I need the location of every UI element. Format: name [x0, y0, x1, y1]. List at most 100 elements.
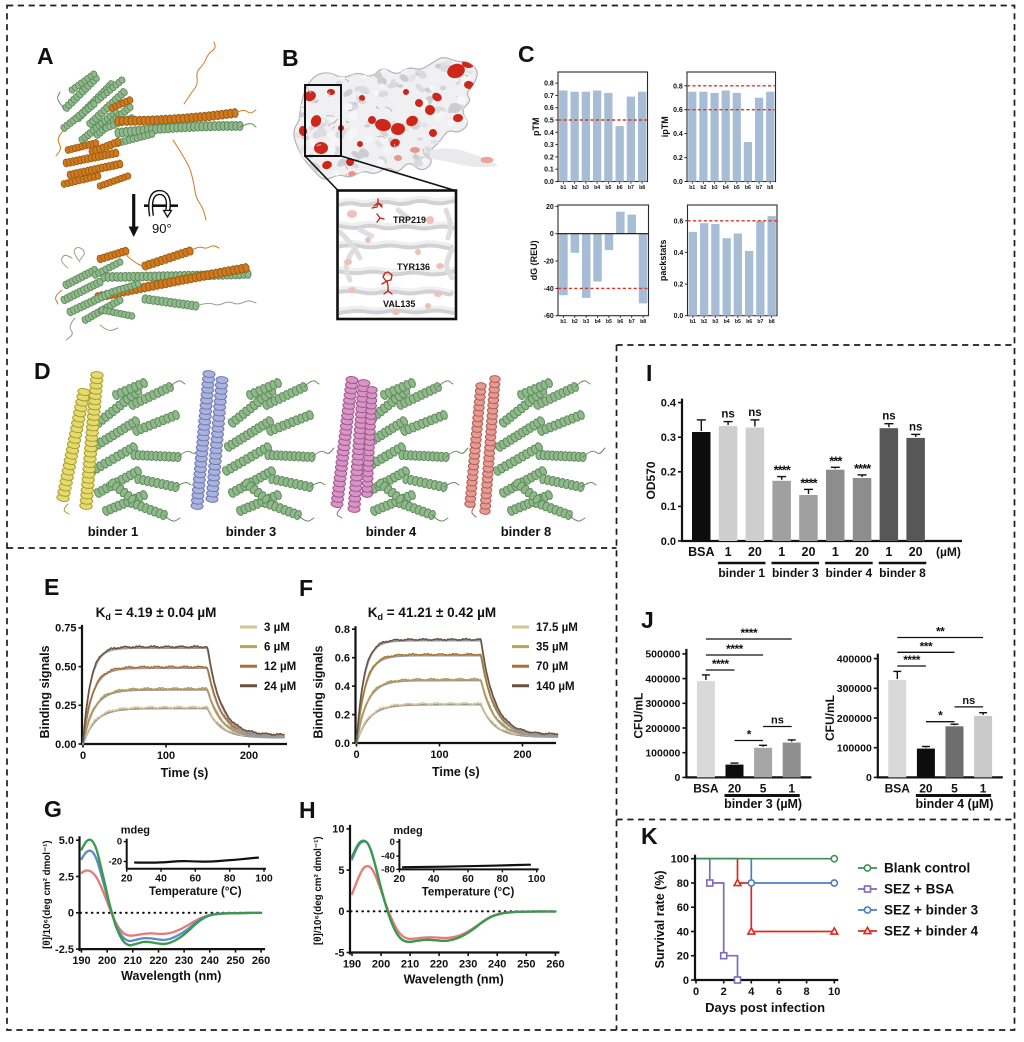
svg-text:40: 40: [677, 926, 689, 938]
svg-text:SEZ + binder 4: SEZ + binder 4: [884, 924, 979, 939]
svg-text:b5: b5: [734, 185, 740, 191]
svg-text:190: 190: [72, 955, 90, 967]
svg-text:pTM: pTM: [531, 118, 541, 137]
svg-text:0: 0: [675, 772, 681, 784]
svg-text:b3: b3: [583, 319, 589, 325]
svg-text:20: 20: [394, 873, 406, 885]
svg-text:5: 5: [338, 865, 344, 877]
svg-text:240: 240: [488, 959, 506, 971]
svg-text:binder 3: binder 3: [772, 566, 819, 580]
svg-text:TYR136: TYR136: [397, 262, 430, 272]
svg-text:0.0: 0.0: [674, 313, 684, 320]
svg-text:0.2: 0.2: [674, 282, 684, 289]
svg-text:-2.5: -2.5: [55, 944, 74, 956]
svg-text:[θ]/10⁶(deg cm² dmol⁻¹): [θ]/10⁶(deg cm² dmol⁻¹): [42, 840, 53, 949]
svg-text:binder 1: binder 1: [88, 524, 139, 539]
svg-text:0.0: 0.0: [335, 738, 350, 750]
svg-text:0: 0: [353, 749, 359, 761]
svg-text:200000: 200000: [837, 713, 872, 725]
svg-text:260: 260: [546, 959, 564, 971]
svg-text:0.0: 0.0: [544, 179, 554, 186]
svg-text:1: 1: [788, 781, 795, 795]
svg-text:Binding signals: Binding signals: [38, 645, 52, 738]
svg-text:2.5: 2.5: [59, 871, 74, 883]
svg-text:0.4: 0.4: [673, 131, 683, 138]
svg-text:35 µM: 35 µM: [536, 642, 568, 654]
svg-text:230: 230: [175, 955, 193, 967]
svg-text:K: K: [641, 823, 658, 849]
svg-text:12 µM: 12 µM: [264, 661, 296, 673]
svg-text:20: 20: [728, 781, 742, 795]
svg-text:0.4: 0.4: [661, 397, 677, 409]
svg-text:240: 240: [201, 955, 219, 967]
svg-text:200: 200: [98, 955, 116, 967]
svg-text:b1: b1: [560, 319, 566, 325]
svg-text:0.3: 0.3: [661, 432, 676, 444]
svg-text:100: 100: [430, 749, 448, 761]
svg-text:0.6: 0.6: [673, 107, 683, 114]
svg-text:0: 0: [80, 750, 86, 762]
svg-text:80: 80: [224, 872, 236, 884]
svg-text:100000: 100000: [837, 743, 872, 755]
svg-text:100000: 100000: [645, 748, 680, 760]
svg-text:20: 20: [919, 781, 933, 795]
svg-text:0.7: 0.7: [544, 93, 554, 100]
svg-text:0.6: 0.6: [544, 105, 554, 112]
svg-text:****: ****: [774, 463, 792, 478]
svg-text:100: 100: [157, 750, 175, 762]
svg-text:0.4: 0.4: [544, 130, 554, 137]
svg-text:****: ****: [903, 653, 921, 667]
svg-text:ns: ns: [882, 411, 895, 423]
svg-text:0: 0: [550, 231, 554, 238]
svg-text:Temperature (°C): Temperature (°C): [149, 886, 242, 898]
svg-text:90°: 90°: [152, 221, 172, 236]
svg-text:SEZ + binder 3: SEZ + binder 3: [884, 903, 979, 918]
svg-text:binder 8: binder 8: [501, 524, 552, 539]
svg-text:*: *: [938, 709, 943, 723]
svg-text:b5: b5: [606, 319, 612, 325]
svg-text:0.75: 0.75: [55, 623, 76, 635]
svg-text:G: G: [44, 796, 62, 822]
svg-text:b7: b7: [629, 319, 635, 325]
svg-text:1: 1: [725, 545, 732, 559]
svg-text:5: 5: [760, 781, 767, 795]
svg-text:B: B: [282, 45, 299, 71]
svg-text:ns: ns: [771, 715, 784, 727]
svg-text:260: 260: [252, 955, 270, 967]
svg-text:0.5: 0.5: [544, 118, 554, 125]
svg-text:4: 4: [748, 986, 755, 998]
svg-text:ns: ns: [962, 695, 975, 707]
svg-text:b2: b2: [700, 185, 706, 191]
svg-text:80: 80: [677, 878, 689, 890]
svg-text:10: 10: [332, 824, 344, 836]
svg-text:0: 0: [390, 837, 395, 848]
svg-text:0.1: 0.1: [544, 167, 554, 174]
svg-text:Time (s): Time (s): [161, 766, 209, 780]
svg-text:ipTM: ipTM: [660, 116, 670, 137]
svg-text:70 µM: 70 µM: [536, 661, 568, 673]
svg-text:20: 20: [748, 545, 762, 559]
svg-text:-60: -60: [544, 313, 554, 320]
svg-text:400000: 400000: [837, 653, 872, 665]
svg-text:400000: 400000: [645, 673, 680, 685]
svg-text:2: 2: [721, 986, 727, 998]
svg-text:0.4: 0.4: [674, 250, 684, 257]
svg-text:BSA: BSA: [885, 781, 911, 795]
svg-text:250: 250: [517, 959, 535, 971]
svg-text:BSA: BSA: [693, 781, 719, 795]
svg-text:1: 1: [980, 781, 987, 795]
svg-text:binder 4: binder 4: [366, 524, 417, 539]
svg-text:b8: b8: [769, 319, 775, 325]
svg-text:OD570: OD570: [644, 461, 658, 499]
svg-text:J: J: [641, 607, 654, 633]
svg-text:0.2: 0.2: [661, 467, 676, 479]
svg-text:17.5 µM: 17.5 µM: [536, 622, 578, 634]
svg-text:D: D: [34, 358, 51, 384]
svg-text:5.0: 5.0: [59, 835, 74, 847]
svg-text:[θ]/10⁶(deg cm² dmol⁻¹): [θ]/10⁶(deg cm² dmol⁻¹): [313, 836, 324, 945]
svg-text:0: 0: [683, 975, 689, 987]
svg-text:b5: b5: [605, 185, 611, 191]
svg-text:0.25: 0.25: [55, 700, 76, 712]
svg-text:****: ****: [854, 461, 872, 476]
svg-text:b7: b7: [757, 319, 763, 325]
